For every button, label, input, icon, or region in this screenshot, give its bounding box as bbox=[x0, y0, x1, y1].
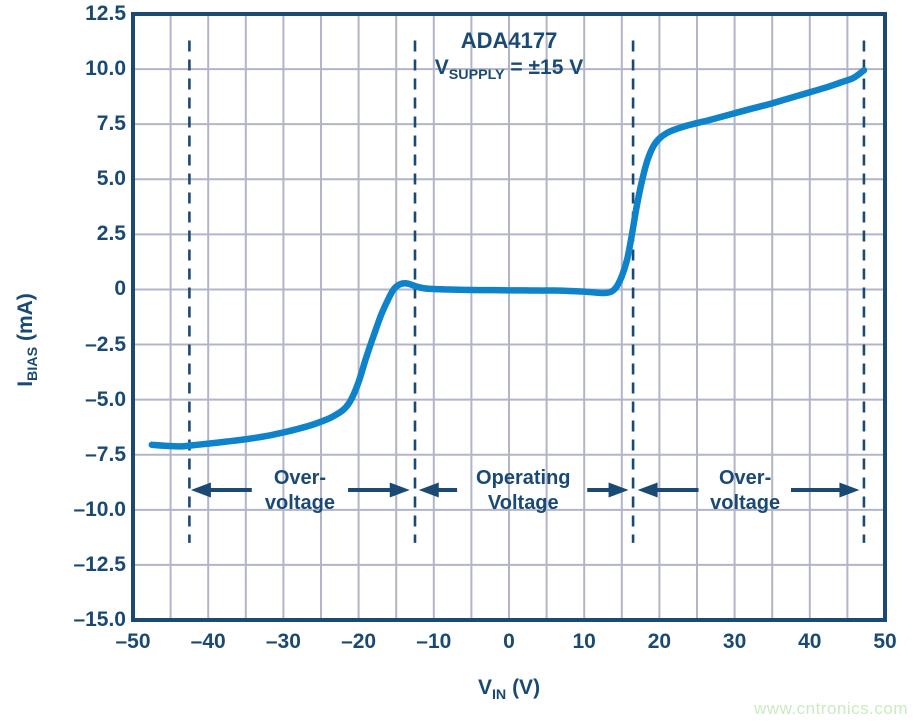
y-tick-label: –15.0 bbox=[73, 608, 126, 631]
chart-title-device: ADA4177 bbox=[460, 28, 558, 53]
annotation-arrow-head bbox=[418, 482, 439, 498]
y-tick-label: 12.5 bbox=[85, 2, 126, 25]
x-tick-label: 30 bbox=[722, 630, 747, 653]
watermark: www.cntronics.com bbox=[754, 699, 908, 718]
region-arrows bbox=[190, 482, 860, 498]
x-tick-label: –10 bbox=[416, 630, 452, 653]
x-tick-label: –50 bbox=[115, 630, 151, 653]
plot-border bbox=[131, 12, 887, 622]
x-tick-label: 40 bbox=[798, 630, 822, 653]
gridlines bbox=[132, 13, 886, 621]
chart-title-supply: VSUPPLY = ±15 V bbox=[434, 56, 584, 84]
y-tick-label: 10.0 bbox=[85, 57, 126, 81]
boundary-dashed-lines bbox=[188, 40, 866, 543]
y-tick-label: 5.0 bbox=[96, 167, 126, 191]
annotation-arrow-head bbox=[637, 482, 658, 498]
y-tick-label: –10.0 bbox=[73, 497, 126, 521]
x-tick-label: 20 bbox=[647, 630, 672, 653]
y-tick-label: –12.5 bbox=[73, 552, 126, 576]
x-tick-label: 50 bbox=[873, 630, 897, 653]
x-tick-label: 0 bbox=[503, 630, 515, 653]
annotation-arrow-head bbox=[608, 482, 629, 498]
y-tick-label: 2.5 bbox=[96, 222, 126, 246]
annotation-arrow-head bbox=[389, 482, 410, 498]
y-tick-label: –5.0 bbox=[85, 387, 126, 411]
region-label-overvoltage-left: Over- voltage bbox=[264, 467, 335, 514]
y-axis-title: IBIAS (mA) bbox=[14, 293, 42, 387]
y-tick-label: –7.5 bbox=[85, 442, 126, 466]
x-tick-label: 10 bbox=[572, 630, 596, 653]
ibias-curve bbox=[148, 66, 868, 450]
y-tick-label: 0 bbox=[114, 277, 126, 301]
x-tick-label: –30 bbox=[265, 630, 301, 653]
chart-title: ADA4177 VSUPPLY = ±15 V bbox=[434, 28, 584, 84]
x-tick-label: –40 bbox=[190, 630, 226, 653]
annotation-arrow-head bbox=[839, 482, 860, 498]
region-label-operating-voltage: Operating Voltage bbox=[476, 467, 571, 514]
y-tick-label: 7.5 bbox=[96, 112, 126, 136]
x-axis-title: VIN (V) bbox=[477, 676, 541, 704]
y-tick-label: –2.5 bbox=[85, 332, 126, 356]
annotation-arrow-head bbox=[190, 482, 211, 498]
region-label-overvoltage-right: Over- voltage bbox=[710, 467, 781, 514]
x-tick-label: –20 bbox=[341, 630, 377, 653]
